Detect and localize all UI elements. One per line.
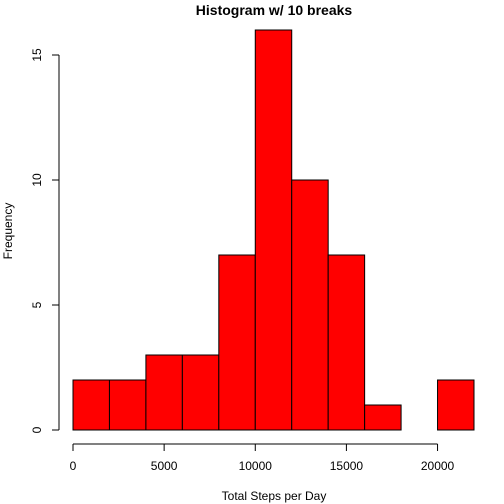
x-tick-label: 0	[70, 459, 77, 473]
x-tick-label: 10000	[239, 459, 273, 473]
y-axis-label: Frequency	[1, 203, 15, 260]
x-axis: 0 5000 10000 15000 20000	[70, 444, 455, 473]
bars-group	[73, 30, 474, 430]
histogram-bar	[73, 380, 109, 430]
histogram-bar	[182, 355, 218, 430]
x-tick-label: 15000	[330, 459, 364, 473]
y-tick-label: 15	[30, 48, 44, 62]
y-tick-label: 5	[30, 301, 44, 308]
histogram-bar	[109, 380, 145, 430]
y-tick-label: 10	[30, 173, 44, 187]
x-tick-label: 5000	[151, 459, 178, 473]
histogram-bar	[365, 405, 401, 430]
x-tick-label: 20000	[421, 459, 455, 473]
histogram-bar	[292, 180, 328, 430]
chart-title: Histogram w/ 10 breaks	[196, 2, 353, 18]
histogram-bar	[328, 255, 364, 430]
y-axis: 0 5 10 15	[30, 48, 59, 433]
histogram-bar	[438, 380, 474, 430]
y-tick-label: 0	[30, 426, 44, 433]
histogram-bar	[146, 355, 182, 430]
histogram-bar	[219, 255, 255, 430]
x-axis-label: Total Steps per Day	[222, 489, 327, 503]
histogram-bar	[255, 30, 291, 430]
